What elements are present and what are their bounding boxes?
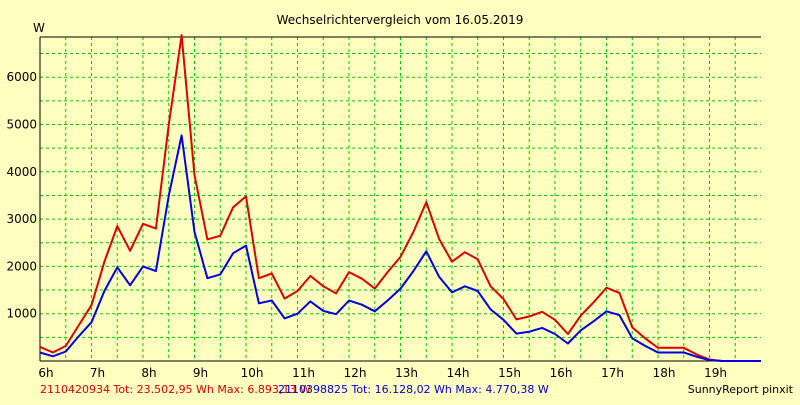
x-tick-label: 10h xyxy=(241,366,264,380)
y-tick-label: 5000 xyxy=(6,118,37,132)
x-tick-label: 15h xyxy=(498,366,521,380)
series-lines xyxy=(39,34,761,362)
y-tick-label: 2000 xyxy=(6,259,37,273)
y-tick-label: 1000 xyxy=(6,307,37,321)
x-tick-label: 13h xyxy=(395,366,418,380)
footer-credit: SunnyReport pinxit xyxy=(688,383,794,396)
chart-title: Wechselrichtervergleich vom 16.05.2019 xyxy=(277,13,524,27)
x-tick-label: 19h xyxy=(704,366,727,380)
x-tick-label: 12h xyxy=(344,366,367,380)
grid-lines xyxy=(40,37,761,361)
x-tick-labels: 6h 7h 8h 9h 10h 11h 12h 13h 14h 15h 16h 17h 18h 19h xyxy=(38,366,727,380)
x-tick-label: 9h xyxy=(193,366,208,380)
y-tick-labels: 1000 2000 3000 4000 5000 6000 xyxy=(6,70,37,320)
x-tick-label: 16h xyxy=(550,366,573,380)
x-tick-label: 17h xyxy=(601,366,624,380)
legend-entry-blue-series: 2110398825 Tot: 16.128,02 Wh Max: 4.770,… xyxy=(278,383,549,396)
axes xyxy=(39,36,761,362)
legend-entry-red-series: 2110420934 Tot: 23.502,95 Wh Max: 6.893,… xyxy=(40,383,311,396)
x-tick-label: 14h xyxy=(447,366,470,380)
x-tick-label: 11h xyxy=(292,366,315,380)
y-tick-label: 6000 xyxy=(6,70,37,84)
x-tick-label: 6h xyxy=(38,366,53,380)
series-line-red xyxy=(39,34,761,362)
x-tick-label: 7h xyxy=(90,366,105,380)
series-line-blue xyxy=(39,134,761,362)
y-tick-label: 4000 xyxy=(6,165,37,179)
y-axis-label: W xyxy=(33,21,45,35)
x-tick-label: 18h xyxy=(653,366,676,380)
x-tick-label: 8h xyxy=(141,366,156,380)
y-tick-label: 3000 xyxy=(6,212,37,226)
